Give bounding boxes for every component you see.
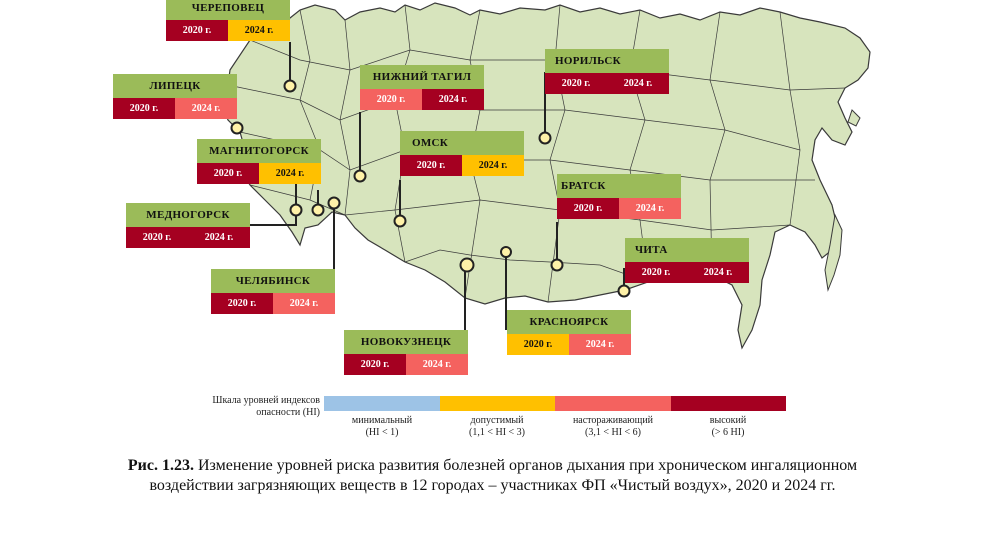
- scale-segment-acceptable: [439, 396, 555, 411]
- city-name: НОВОКУЗНЕЦК: [344, 330, 468, 354]
- year-2024: 2024 г.: [462, 155, 524, 176]
- city-name: НИЖНИЙ ТАГИЛ: [360, 65, 484, 89]
- year-2020: 2020 г.: [166, 20, 228, 41]
- city-label-krasnoyarsk: КРАСНОЯРСК 2020 г. 2024 г.: [507, 310, 631, 355]
- marker-lipetsk: [230, 121, 244, 135]
- russia-map: ЧЕРЕПОВЕЦ 2020 г. 2024 г. ЛИПЕЦК 2020 г.…: [113, 0, 871, 375]
- city-name: МЕДНОГОРСК: [126, 203, 250, 227]
- marker-krasnoyarsk: [500, 246, 512, 258]
- scale-segment-minimal: [324, 396, 440, 411]
- city-name: ЧИТА: [625, 238, 749, 262]
- year-2024: 2024 г.: [228, 20, 290, 41]
- year-2020: 2020 г.: [113, 98, 175, 119]
- year-2024: 2024 г.: [259, 163, 321, 184]
- marker-chelyabinsk: [327, 196, 341, 210]
- city-name: БРАТСК: [557, 174, 681, 198]
- scale-level-name: настораживающий: [572, 415, 654, 426]
- year-2024: 2024 г.: [422, 89, 484, 110]
- year-2024: 2024 г.: [619, 198, 681, 219]
- scale-level-range: (3,1 < HI < 6): [585, 427, 641, 438]
- year-2024: 2024 г.: [273, 293, 335, 314]
- city-label-cherepovets: ЧЕРЕПОВЕЦ 2020 г. 2024 г.: [166, 0, 290, 41]
- year-2020: 2020 г.: [545, 73, 607, 94]
- city-name: КРАСНОЯРСК: [507, 310, 631, 334]
- kamchatka-island: [847, 109, 861, 127]
- marker-nizhny-tagil: [353, 169, 367, 183]
- year-2020: 2020 г.: [400, 155, 462, 176]
- figure-caption: Рис. 1.23. Изменение уровней риска разви…: [110, 456, 875, 496]
- city-label-nizhny-tagil: НИЖНИЙ ТАГИЛ 2020 г. 2024 г.: [360, 65, 484, 110]
- marker-magnitogorsk: [311, 203, 325, 217]
- year-2020: 2020 г.: [126, 227, 188, 248]
- year-2020: 2020 г.: [211, 293, 273, 314]
- city-label-lipetsk: ЛИПЕЦК 2020 г. 2024 г.: [113, 74, 237, 119]
- year-2024: 2024 г.: [188, 227, 250, 248]
- caption-text: Изменение уровней риска развития болезне…: [149, 457, 858, 494]
- scale-level-name: допустимый: [470, 415, 524, 426]
- scale-label-high: высокий (> 6 HI): [670, 415, 786, 439]
- scale-level-name: минимальный: [351, 415, 413, 426]
- city-label-chelyabinsk: ЧЕЛЯБИНСК 2020 г. 2024 г.: [211, 269, 335, 314]
- marker-omsk: [393, 214, 407, 228]
- year-2024: 2024 г.: [569, 334, 631, 355]
- year-2020: 2020 г.: [197, 163, 259, 184]
- scale-level-name: высокий: [709, 415, 747, 426]
- city-name: ЛИПЕЦК: [113, 74, 237, 98]
- city-name: ОМСК: [400, 131, 524, 155]
- scale-bar: [324, 396, 786, 411]
- city-name: ЧЕЛЯБИНСК: [211, 269, 335, 293]
- marker-mednogorsk: [289, 203, 303, 217]
- scale-label-acceptable: допустимый (1,1 < HI < 3): [439, 415, 555, 439]
- scale-title: Шкала уровней индексов опасности (HI): [212, 395, 320, 418]
- scale-level-range: (1,1 < HI < 3): [469, 427, 525, 438]
- year-2020: 2020 г.: [507, 334, 569, 355]
- scale-level-range: (HI < 1): [365, 427, 399, 438]
- city-label-novokuznetsk: НОВОКУЗНЕЦК 2020 г. 2024 г.: [344, 330, 468, 375]
- marker-novokuznetsk: [459, 257, 475, 273]
- year-2024: 2024 г.: [175, 98, 237, 119]
- year-2020: 2020 г.: [344, 354, 406, 375]
- caption-prefix: Рис. 1.23.: [127, 457, 194, 474]
- scale-segment-high: [670, 396, 786, 411]
- city-label-omsk: ОМСК 2020 г. 2024 г.: [400, 131, 524, 176]
- marker-norilsk: [538, 131, 552, 145]
- map-canvas: [219, 2, 871, 350]
- hazard-scale-legend: Шкала уровней индексов опасности (HI) ми…: [190, 393, 790, 443]
- city-markers: [230, 79, 631, 298]
- scale-level-range: (> 6 HI): [711, 427, 745, 438]
- year-2024: 2024 г.: [406, 354, 468, 375]
- scale-label-minimal: минимальный (HI < 1): [324, 415, 440, 439]
- sakhalin-island: [824, 213, 843, 292]
- scale-segment-alarming: [555, 396, 671, 411]
- connector-lines: [236, 42, 625, 350]
- city-name: ЧЕРЕПОВЕЦ: [166, 0, 290, 20]
- marker-cherepovets: [283, 79, 297, 93]
- city-name: МАГНИТОГОРСК: [197, 139, 321, 163]
- city-label-magnitogorsk: МАГНИТОГОРСК 2020 г. 2024 г.: [197, 139, 321, 184]
- year-2024: 2024 г.: [607, 73, 669, 94]
- scale-label-alarming: настораживающий (3,1 < HI < 6): [555, 415, 671, 439]
- year-2020: 2020 г.: [557, 198, 619, 219]
- year-2024: 2024 г.: [687, 262, 749, 283]
- city-label-norilsk: НОРИЛЬСК 2020 г. 2024 г.: [545, 49, 669, 94]
- year-2020: 2020 г.: [625, 262, 687, 283]
- city-label-mednogorsk: МЕДНОГОРСК 2020 г. 2024 г.: [126, 203, 250, 248]
- marker-bratsk: [550, 258, 564, 272]
- city-label-chita: ЧИТА 2020 г. 2024 г.: [625, 238, 749, 283]
- year-2020: 2020 г.: [360, 89, 422, 110]
- marker-chita: [617, 284, 631, 298]
- city-name: НОРИЛЬСК: [545, 49, 669, 73]
- city-label-bratsk: БРАТСК 2020 г. 2024 г.: [557, 174, 681, 219]
